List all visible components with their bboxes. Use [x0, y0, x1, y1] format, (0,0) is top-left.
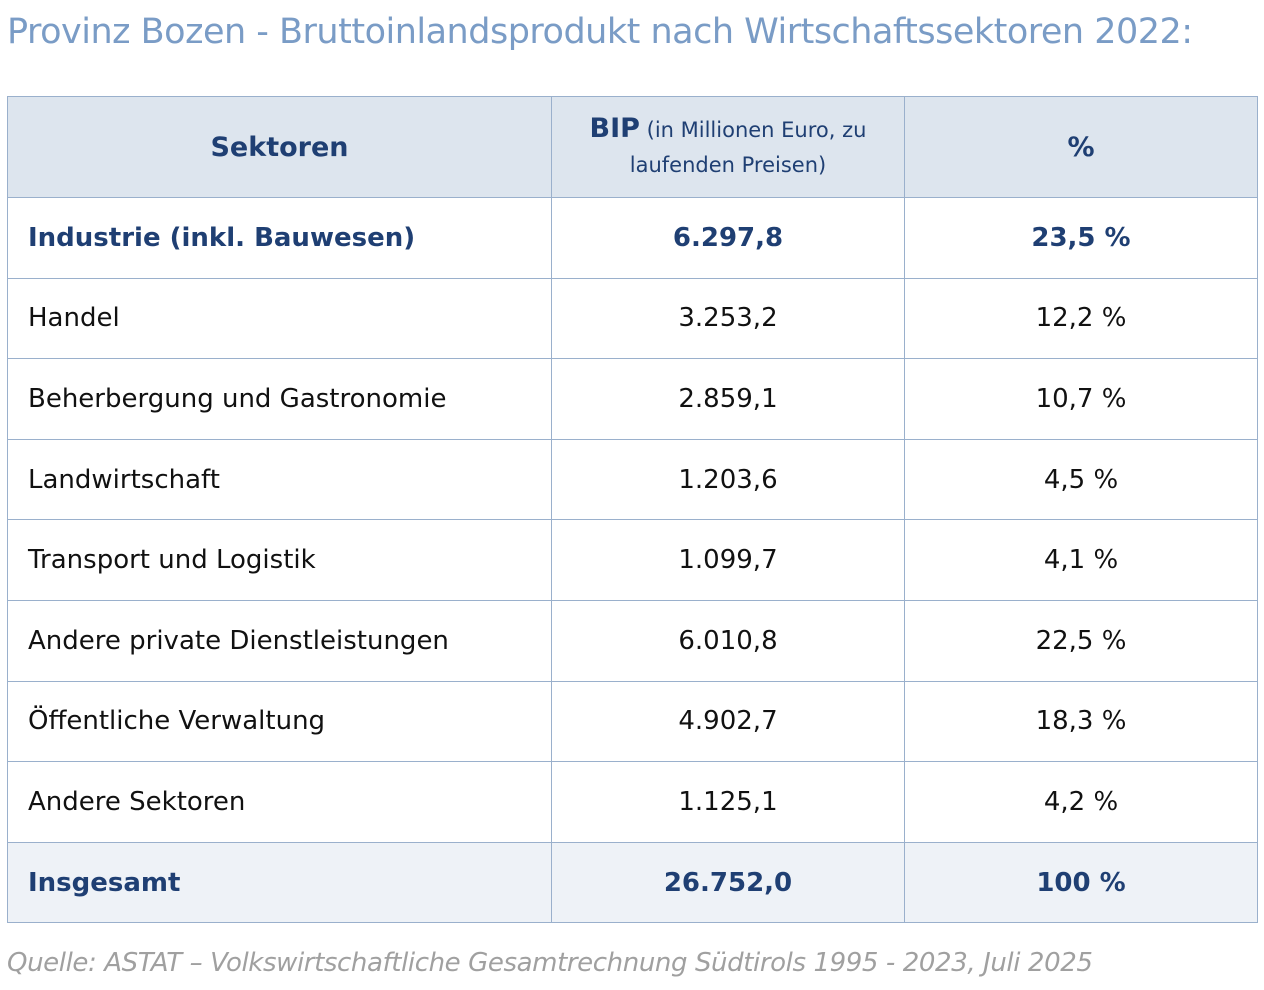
cell-percent: 4,2 % [904, 761, 1258, 843]
gdp-table: Sektoren BIP (in Millionen Euro, zu lauf… [7, 96, 1258, 924]
cell-bip: 26.752,0 [551, 841, 905, 924]
table-row: Industrie (inkl. Bauwesen) 6.297,8 23,5 % [7, 197, 1258, 279]
header-bip-unit: (in Millionen Euro, zu laufenden Preisen… [629, 118, 867, 177]
cell-percent: 12,2 % [904, 277, 1258, 360]
table-row: Beherbergung und Gastronomie 2.859,1 10,7 … [7, 358, 1258, 440]
table-row: Insgesamt 26.752,0 100 % [7, 841, 1258, 924]
header-bip: BIP (in Millionen Euro, zu laufenden Pre… [551, 96, 905, 198]
source-note: Quelle: ASTAT – Volkswirtschaftliche Ges… [7, 948, 1093, 978]
cell-sector: Insgesamt [7, 841, 552, 924]
header-percent: % [904, 96, 1258, 198]
cell-percent: 18,3 % [904, 680, 1258, 763]
table-row: Andere Sektoren 1.125,1 4,2 % [7, 761, 1258, 843]
table-row: Handel 3.253,2 12,2 % [7, 277, 1258, 360]
cell-sector: Transport und Logistik [7, 519, 552, 601]
cell-bip: 1.099,7 [551, 519, 905, 601]
cell-sector: Industrie (inkl. Bauwesen) [7, 197, 552, 279]
cell-sector: Andere private Dienstleistungen [7, 599, 552, 682]
cell-bip: 2.859,1 [551, 358, 905, 440]
header-bip-label: BIP [589, 113, 640, 144]
page-title: Provinz Bozen - Bruttoinlandsprodukt nac… [7, 12, 1193, 52]
table-row: Andere private Dienstleistungen 6.010,8 22… [7, 599, 1258, 682]
cell-percent: 23,5 % [904, 197, 1258, 279]
cell-bip: 1.125,1 [551, 761, 905, 843]
cell-sector: Handel [7, 277, 552, 360]
cell-percent: 4,1 % [904, 519, 1258, 601]
table-header-row: Sektoren BIP (in Millionen Euro, zu lauf… [7, 96, 1258, 198]
header-sector: Sektoren [7, 96, 552, 198]
cell-percent: 10,7 % [904, 358, 1258, 440]
cell-bip: 6.010,8 [551, 599, 905, 682]
cell-bip: 4.902,7 [551, 680, 905, 763]
table-row: Transport und Logistik 1.099,7 4,1 % [7, 519, 1258, 601]
cell-sector: Öffentliche Verwaltung [7, 680, 552, 763]
cell-bip: 1.203,6 [551, 438, 905, 521]
cell-bip: 3.253,2 [551, 277, 905, 360]
cell-sector: Landwirtschaft [7, 438, 552, 521]
table-row: Landwirtschaft 1.203,6 4,5 % [7, 438, 1258, 521]
cell-percent: 4,5 % [904, 438, 1258, 521]
cell-percent: 22,5 % [904, 599, 1258, 682]
table-row: Öffentliche Verwaltung 4.902,7 18,3 % [7, 680, 1258, 763]
cell-bip: 6.297,8 [551, 197, 905, 279]
cell-sector: Andere Sektoren [7, 761, 552, 843]
cell-sector: Beherbergung und Gastronomie [7, 358, 552, 440]
cell-percent: 100 % [904, 841, 1258, 924]
